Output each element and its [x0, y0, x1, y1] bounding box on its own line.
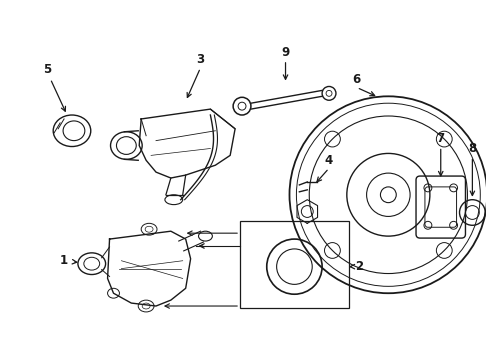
Text: 8: 8 [468, 142, 475, 155]
Text: 1: 1 [60, 254, 68, 267]
Text: 2: 2 [354, 260, 362, 273]
Text: 3: 3 [196, 53, 204, 66]
Text: 9: 9 [281, 45, 289, 59]
Text: 7: 7 [436, 132, 444, 145]
Text: 6: 6 [352, 73, 360, 86]
Bar [240, 221, 348, 308]
Text: 5: 5 [43, 63, 51, 76]
Text: 4: 4 [324, 154, 332, 167]
